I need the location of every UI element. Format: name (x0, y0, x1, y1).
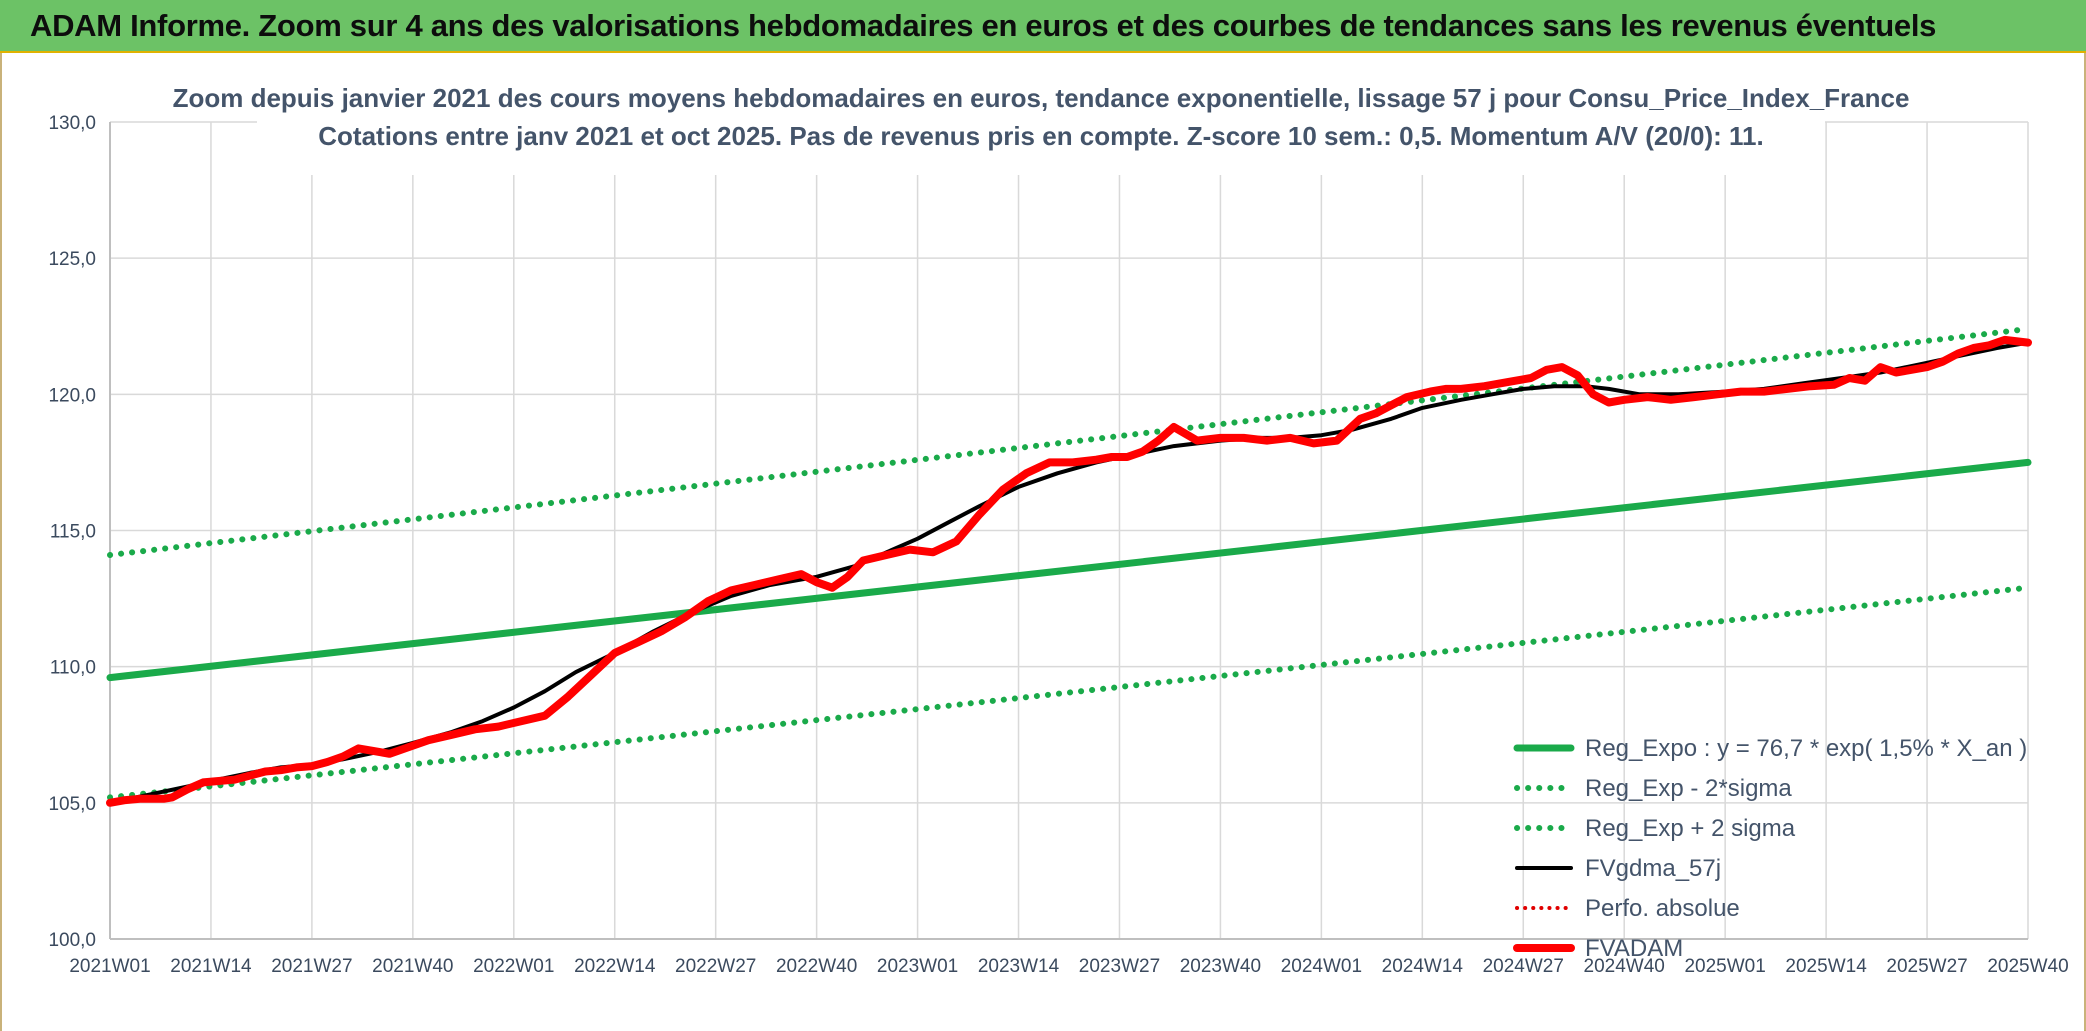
x-tick-label: 2021W01 (69, 956, 150, 977)
x-tick-label: 2025W27 (1886, 956, 1967, 977)
x-tick-label: 2022W27 (675, 956, 756, 977)
legend-label-perfo: Perfo. absolue (1585, 895, 1740, 922)
series-reg-expo (106, 458, 2032, 682)
chart-title-background (257, 77, 1825, 175)
chart-frame: 100,0 105,0 110,0 115,0 120,0 125,0 130,0 2021W… (0, 53, 2086, 1031)
header-banner: ADAM Informe. Zoom sur 4 ans des valoris… (0, 0, 2086, 53)
legend: Reg_Expo : y = 76,7 * exp( 1,5% * X_an )… (1513, 735, 2027, 962)
x-tick-label: 2023W40 (1180, 956, 1261, 977)
series-reg-plus (107, 326, 2031, 558)
y-tick-label: 125,0 (48, 249, 96, 270)
chart-title-line1: Zoom depuis janvier 2021 des cours moyen… (173, 83, 1910, 113)
chart-title-line2: Cotations entre janv 2021 et oct 2025. P… (318, 121, 1763, 151)
y-tick-label: 105,0 (48, 794, 96, 815)
y-tick-label: 120,0 (48, 385, 96, 406)
legend-label-reg-plus: Reg_Exp + 2 sigma (1585, 815, 1796, 842)
chart-title: Zoom depuis janvier 2021 des cours moyen… (173, 77, 1910, 175)
series-fvadam (106, 335, 2032, 807)
x-tick-label: 2025W14 (1785, 956, 1867, 977)
legend-label-fvgdma: FVgdma_57j (1585, 855, 1721, 882)
x-tick-label: 2021W40 (372, 956, 453, 977)
x-tick-label: 2024W40 (1584, 956, 1665, 977)
banner-title: ADAM Informe. Zoom sur 4 ans des valoris… (30, 8, 1937, 43)
y-tick-label: 130,0 (48, 113, 96, 134)
x-tick-label: 2021W14 (170, 956, 252, 977)
y-tick-label: 100,0 (48, 930, 96, 951)
legend-label-reg-minus: Reg_Exp - 2*sigma (1585, 775, 1792, 802)
legend-label-fvadam: FVADAM (1585, 935, 1683, 962)
x-tick-label: 2022W01 (473, 956, 554, 977)
x-tick-label: 2022W40 (776, 956, 857, 977)
y-tick-label: 115,0 (50, 522, 96, 543)
axes: 100,0 105,0 110,0 115,0 120,0 125,0 130,0 2021W… (48, 113, 2068, 977)
series-reg-minus (107, 584, 2031, 801)
series-layer (106, 326, 2032, 807)
x-tick-label: 2021W27 (271, 956, 352, 977)
chart: 100,0 105,0 110,0 115,0 120,0 125,0 130,0 2021W… (48, 77, 2069, 977)
legend-label-reg-expo: Reg_Expo : y = 76,7 * exp( 1,5% * X_an ) (1585, 735, 2027, 762)
x-tick-label: 2024W27 (1483, 956, 1564, 977)
x-tick-label: 2024W14 (1382, 956, 1464, 977)
x-tick-label: 2023W01 (877, 956, 958, 977)
x-tick-label: 2024W01 (1281, 956, 1362, 977)
x-tick-label: 2023W27 (1079, 956, 1160, 977)
x-tick-label: 2022W14 (574, 956, 656, 977)
y-tick-label: 110,0 (50, 658, 96, 679)
grid (109, 121, 2029, 940)
x-tick-label: 2025W01 (1684, 956, 1765, 977)
x-tick-label: 2025W40 (1987, 956, 2068, 977)
x-tick-label: 2023W14 (978, 956, 1060, 977)
